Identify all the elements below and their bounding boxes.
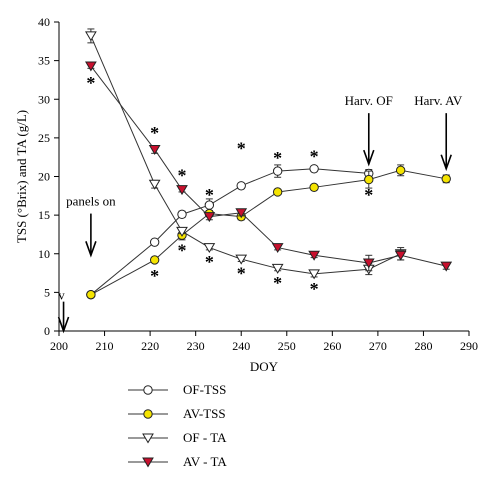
x-tick-label: 230	[187, 339, 205, 353]
legend-marker	[143, 409, 153, 419]
data-point	[148, 144, 161, 155]
x-tick-label: 240	[232, 339, 250, 353]
data-point	[364, 174, 374, 185]
y-axis-title: TSS (°Brix) and TA (g/L)	[14, 110, 29, 243]
significance-asterisk: *	[178, 166, 187, 186]
annotation-arrow	[57, 301, 70, 334]
arrow-head	[57, 316, 70, 334]
series-line	[90, 35, 401, 275]
significance-asterisk: *	[273, 273, 282, 293]
data-point	[149, 237, 160, 247]
y-tick-label: 15	[38, 208, 50, 222]
annotation-arrow	[363, 113, 375, 167]
x-tick-label: 210	[96, 339, 114, 353]
data-point	[441, 174, 451, 184]
data-point	[309, 164, 319, 174]
data-point	[272, 166, 283, 176]
data-point	[149, 255, 160, 265]
x-tick-label: 260	[323, 339, 341, 353]
series-av-ta	[85, 61, 453, 272]
data-point	[236, 181, 246, 191]
significance-asterisk: *	[310, 146, 319, 166]
data-point	[394, 250, 407, 261]
significance-asterisk: *	[86, 73, 95, 93]
y-tick-label: 40	[38, 15, 50, 29]
data-point	[203, 212, 216, 223]
data-point	[395, 165, 406, 176]
data-point	[271, 243, 284, 254]
significance-asterisk: *	[273, 148, 282, 168]
legend-label: OF - TA	[183, 430, 227, 445]
data-point	[85, 61, 97, 72]
data-point	[309, 182, 319, 193]
y-tick-label: 0	[44, 324, 50, 338]
x-axis-title: DOY	[250, 359, 279, 374]
legend-marker	[142, 433, 154, 444]
y-tick-label: 10	[38, 247, 50, 261]
legend-label: OF-TSS	[183, 382, 226, 397]
annotation-label: Harv. OF	[345, 93, 393, 108]
data-point	[85, 31, 97, 42]
annotation-label: v	[58, 288, 65, 303]
y-tick-label: 5	[44, 285, 50, 299]
significance-asterisk: *	[310, 279, 319, 299]
x-tick-label: 250	[278, 339, 296, 353]
data-point	[176, 226, 188, 237]
significance-asterisk: *	[178, 241, 187, 261]
y-tick-label: 25	[38, 131, 50, 145]
data-point	[440, 261, 453, 272]
annotation-arrow	[85, 213, 97, 258]
x-tick-label: 220	[141, 339, 159, 353]
significance-asterisk: *	[150, 266, 159, 286]
series-of-ta	[85, 28, 407, 280]
x-tick-label: 280	[414, 339, 432, 353]
arrow-head	[363, 149, 375, 167]
significance-asterisk: *	[237, 264, 246, 284]
x-tick-label: 270	[369, 339, 387, 353]
legend-item: AV - TA	[128, 454, 227, 469]
data-point	[177, 209, 187, 220]
series-line	[90, 168, 369, 296]
y-tick-label: 20	[38, 170, 50, 184]
significance-asterisk: *	[205, 185, 214, 205]
significance-asterisk: *	[205, 252, 214, 272]
series-av-tss	[86, 164, 451, 300]
x-tick-label: 200	[50, 339, 68, 353]
data-point	[362, 258, 375, 269]
y-tick-label: 30	[38, 92, 50, 106]
data-point	[176, 185, 188, 196]
data-point	[308, 269, 320, 280]
legend-item: OF-TSS	[128, 382, 226, 397]
data-point	[235, 208, 248, 219]
arrow-head	[85, 241, 97, 258]
x-tick-label: 290	[460, 339, 478, 353]
data-point	[308, 250, 320, 261]
data-point	[271, 263, 284, 274]
data-point	[272, 187, 283, 197]
significance-asterisk: *	[237, 139, 246, 159]
data-point	[86, 289, 96, 300]
legend-marker	[143, 385, 153, 395]
series-line	[90, 169, 447, 296]
legend-item: OF - TA	[128, 430, 227, 445]
significance-asterisk: *	[364, 185, 373, 205]
y-tick-label: 35	[38, 54, 50, 68]
series-line	[90, 65, 447, 267]
legend-marker	[142, 457, 154, 468]
legend-item: AV-TSS	[128, 406, 226, 421]
annotation-label: Harv. AV	[414, 93, 463, 108]
annotation-arrow	[440, 113, 452, 172]
arrow-head	[440, 154, 452, 172]
legend: OF-TSS AV-TSS OF - TA AV - TA	[128, 382, 227, 469]
data-point	[148, 179, 161, 190]
legend-label: AV-TSS	[183, 406, 226, 421]
annotation-label: panels on	[66, 194, 116, 209]
significance-asterisk: *	[150, 123, 159, 143]
data-point	[203, 243, 216, 254]
legend-label: AV - TA	[183, 454, 227, 469]
data-point	[235, 254, 248, 265]
